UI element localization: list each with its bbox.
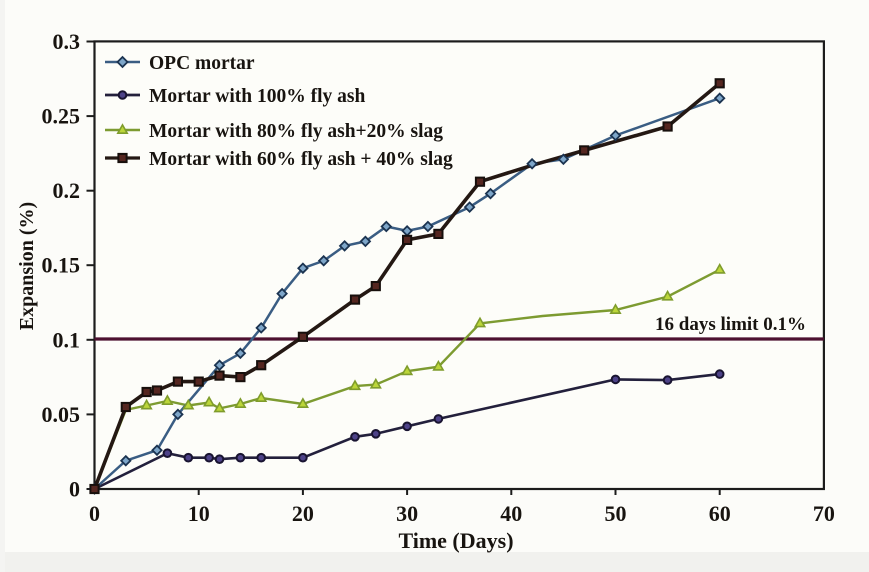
svg-text:0: 0 (89, 501, 100, 526)
svg-text:60: 60 (709, 501, 731, 526)
svg-text:Mortar with 100% fly ash: Mortar with 100% fly ash (149, 86, 365, 107)
svg-text:0.05: 0.05 (42, 402, 81, 427)
svg-text:0.25: 0.25 (42, 104, 81, 129)
svg-text:10: 10 (188, 501, 210, 526)
svg-text:50: 50 (605, 501, 627, 526)
svg-text:0.15: 0.15 (42, 253, 81, 278)
svg-text:40: 40 (500, 501, 522, 526)
svg-text:Time (Days): Time (Days) (398, 528, 513, 553)
svg-text:Expansion (%): Expansion (%) (16, 202, 38, 330)
svg-text:16 days limit 0.1%: 16 days limit 0.1% (655, 314, 806, 335)
svg-text:70: 70 (813, 501, 835, 526)
svg-text:Mortar with 60% fly ash + 40%: Mortar with 60% fly ash + 40% slag (149, 149, 453, 170)
svg-text:0: 0 (69, 477, 80, 502)
svg-text:30: 30 (396, 501, 418, 526)
svg-text:0.2: 0.2 (53, 178, 81, 203)
svg-text:20: 20 (292, 501, 314, 526)
svg-text:0.1: 0.1 (53, 327, 81, 352)
svg-text:OPC mortar: OPC mortar (149, 53, 255, 74)
svg-text:0.3: 0.3 (53, 29, 81, 54)
svg-text:Mortar with 80% fly ash+20% sl: Mortar with 80% fly ash+20% slag (149, 121, 443, 142)
